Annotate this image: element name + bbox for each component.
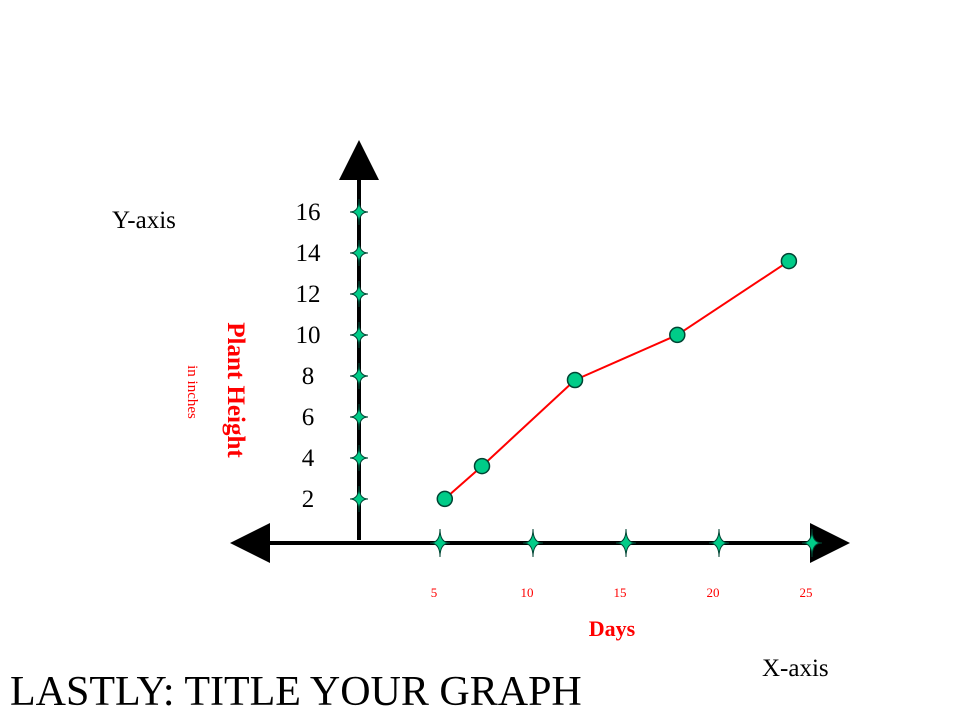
series-segment-4 xyxy=(676,260,790,336)
x-axis-title: Days xyxy=(589,616,636,641)
x-axis-word: X-axis xyxy=(762,655,829,682)
y-tick-mark-16 xyxy=(349,198,369,226)
y-tick-mark-4 xyxy=(349,444,369,472)
footer-instruction: LASTLY: TITLE YOUR GRAPH xyxy=(10,669,582,715)
series-segment-1 xyxy=(444,465,483,500)
y-tick-group: 2 4 6 8 10 12 14 16 xyxy=(296,198,369,513)
y-tick-label-14: 14 xyxy=(296,240,322,267)
y-axis-word: Y-axis xyxy=(112,207,176,234)
x-tick-mark-5 xyxy=(429,528,451,558)
y-axis-title: Plant Height xyxy=(222,322,249,458)
y-tick-label-16: 16 xyxy=(296,199,321,226)
y-tick-mark-14 xyxy=(349,239,369,267)
y-tick-label-10: 10 xyxy=(296,322,321,349)
y-tick-label-4: 4 xyxy=(302,445,315,472)
x-tick-label-20: 20 xyxy=(707,585,720,600)
data-point-1 xyxy=(436,490,454,508)
data-point-2 xyxy=(473,457,491,475)
x-tick-mark-20 xyxy=(708,528,730,558)
x-tick-label-15: 15 xyxy=(614,585,627,600)
y-tick-mark-8 xyxy=(349,362,369,390)
y-tick-label-8: 8 xyxy=(302,363,315,390)
x-tick-group: 5 10 15 20 25 xyxy=(429,528,823,600)
y-tick-mark-10 xyxy=(349,321,369,349)
data-point-5 xyxy=(780,252,798,270)
data-point-4 xyxy=(669,326,686,344)
y-tick-mark-12 xyxy=(349,280,369,308)
series-group xyxy=(436,252,798,508)
y-tick-label-2: 2 xyxy=(302,486,315,513)
y-tick-mark-2 xyxy=(349,485,369,513)
series-segment-2 xyxy=(481,379,576,467)
series-segment-3 xyxy=(574,333,678,381)
x-tick-label-25: 25 xyxy=(800,585,813,600)
y-tick-mark-6 xyxy=(349,403,369,431)
y-axis-unit: in inches xyxy=(184,365,200,419)
y-tick-label-6: 6 xyxy=(302,404,315,431)
x-tick-mark-10 xyxy=(522,528,544,558)
x-tick-mark-15 xyxy=(615,528,637,558)
x-tick-mark-25 xyxy=(801,528,823,558)
y-tick-label-12: 12 xyxy=(296,281,321,308)
x-tick-label-10: 10 xyxy=(521,585,534,600)
x-tick-label-5: 5 xyxy=(431,585,438,600)
data-point-3 xyxy=(566,371,584,389)
